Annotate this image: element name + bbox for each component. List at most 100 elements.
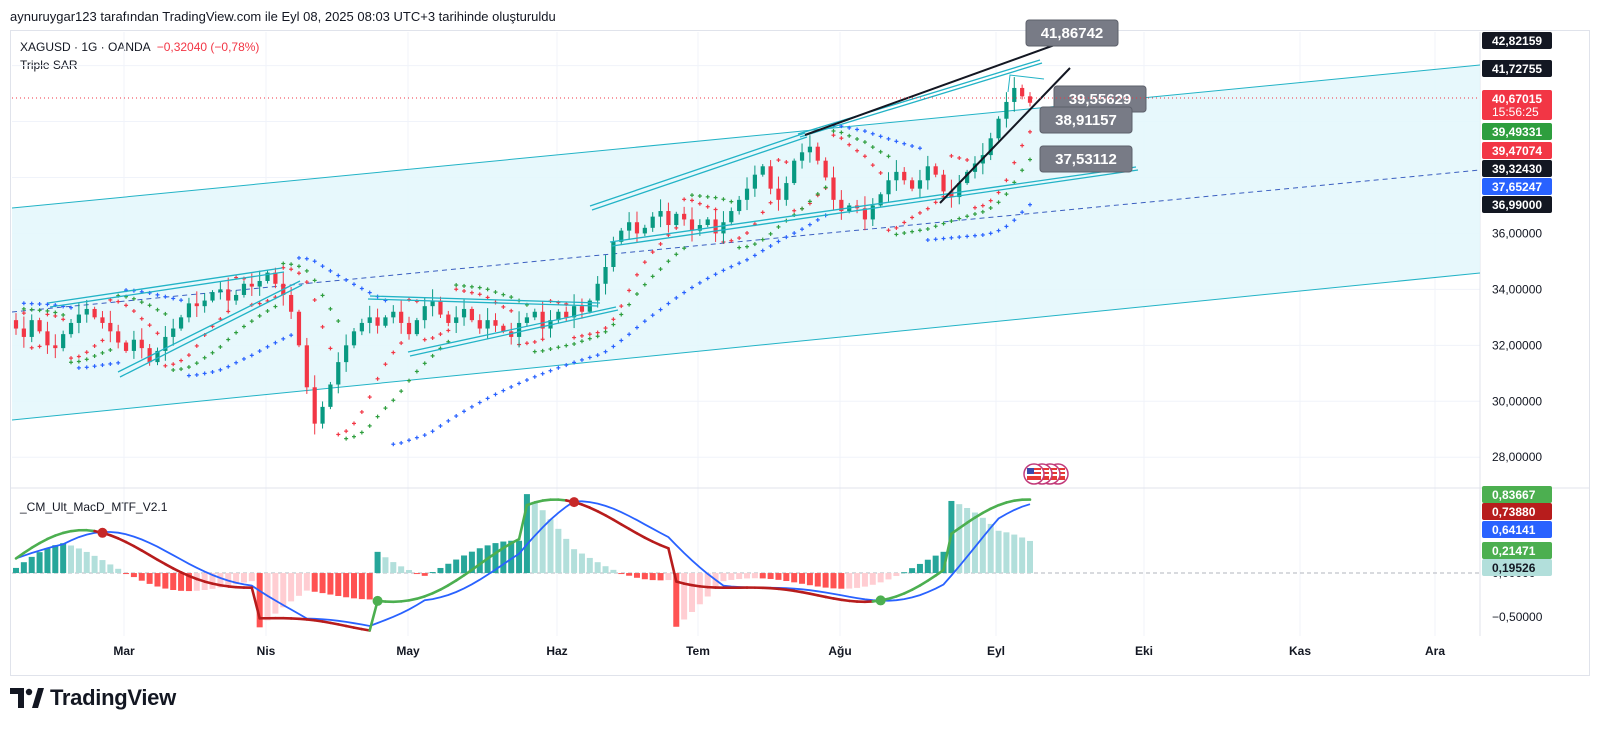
macd-price-tag[interactable]: 0,83667 [1482, 486, 1552, 503]
candle [21, 316, 26, 348]
candle-body [894, 171, 899, 181]
flag-stripe-white [1027, 474, 1041, 476]
macd-price-tag[interactable]: 0,21471 [1482, 542, 1552, 559]
sar-mid [925, 226, 930, 231]
price-tag-text: 39,49331 [1492, 125, 1542, 139]
tradingview-logo[interactable]: TradingView [10, 684, 176, 712]
candle-body [689, 219, 695, 231]
candle-body [257, 280, 262, 287]
macd-histogram-bar [909, 568, 916, 574]
sar-fast [917, 210, 922, 215]
macd-histogram-bar [932, 555, 939, 574]
sar-mid [226, 337, 231, 342]
candle [540, 301, 545, 339]
sar-slow [870, 131, 875, 136]
price-tick-label: 32,00000 [1492, 338, 1542, 352]
sar-slow [509, 384, 514, 389]
macd-line-segment [517, 503, 529, 541]
sar-mid [375, 414, 380, 419]
macd-line-segment [997, 501, 1008, 507]
sar-fast [320, 324, 325, 329]
candle [265, 269, 270, 284]
sar-slow [878, 134, 883, 139]
callout-label[interactable]: 41,86742 [1025, 19, 1119, 47]
candle-body [21, 328, 26, 337]
sar-slow [524, 378, 529, 383]
price-tag[interactable]: 36,99000 [1482, 196, 1552, 213]
sar-fast [76, 354, 81, 359]
macd-histogram-bar [123, 573, 130, 575]
macd-price-tag[interactable]: 0,64141 [1482, 521, 1552, 538]
macd-line-segment [926, 574, 937, 583]
macd-histogram-bar [916, 563, 923, 574]
candle [642, 224, 647, 237]
sar-fast [784, 160, 789, 165]
macd-histogram-bar [618, 573, 625, 575]
sar-mid [1028, 157, 1032, 162]
price-tag[interactable]: 39,47074 [1482, 142, 1552, 159]
candle [226, 277, 231, 312]
price-tag[interactable]: 37,65247 [1482, 178, 1552, 195]
candle [178, 314, 184, 331]
macd-line-segment [38, 537, 49, 545]
candle [241, 280, 247, 298]
sar-mid [603, 329, 608, 334]
candle [571, 294, 577, 329]
macd-price-tag[interactable]: 0,73880 [1482, 503, 1552, 520]
macd-histogram-bar [272, 573, 279, 614]
trendline [611, 169, 1139, 247]
price-tag-countdown: 15:56:25 [1492, 105, 1539, 119]
sar-fast [839, 136, 844, 141]
price-tag[interactable]: 39,32430 [1482, 160, 1552, 177]
macd-line-segment [777, 587, 788, 592]
price-tag[interactable]: 39,49331 [1482, 123, 1552, 140]
sar-fast [367, 395, 372, 400]
macd-line-segment [674, 580, 686, 585]
macd-line-segment [832, 597, 843, 602]
macd-histogram-bar [861, 573, 868, 587]
sar-mid [218, 344, 223, 349]
indicator-label-triple-sar[interactable]: Triple SAR [20, 58, 78, 72]
macd-histogram-bar [91, 555, 98, 574]
sar-mid [312, 278, 317, 283]
price-tick-label: 34,00000 [1492, 282, 1542, 296]
sar-fast [446, 328, 451, 333]
macd-histogram-bar [979, 517, 986, 574]
sar-fast [171, 362, 176, 367]
macd-histogram-bar [586, 557, 593, 574]
callout-label[interactable]: 39,55629 [1053, 85, 1147, 113]
sar-mid [171, 367, 176, 372]
sar-mid [855, 137, 860, 142]
indicator-label-macd[interactable]: _CM_Ult_MacD_MTF_V2.1 [20, 500, 168, 514]
sar-mid [752, 242, 757, 247]
candle-body [524, 317, 530, 323]
candle-body [705, 219, 710, 226]
sar-slow [603, 349, 608, 354]
trendline [799, 62, 1043, 138]
macd-line-segment [156, 558, 167, 566]
candle-body [422, 306, 427, 321]
price-tag[interactable]: 42,82159 [1482, 32, 1552, 49]
sar-mid [367, 423, 372, 428]
sar-slow [155, 292, 160, 297]
sar-fast [980, 203, 985, 208]
candle [391, 305, 396, 324]
macd-histogram-bar [877, 573, 884, 583]
price-tag[interactable]: 41,72755 [1482, 60, 1552, 77]
tradingview-logo-text: TradingView [50, 685, 176, 710]
macd-line-segment [698, 585, 710, 589]
macd-histogram-bar [130, 573, 137, 578]
us-flag-icon[interactable] [1023, 463, 1045, 485]
candle [273, 267, 278, 289]
candle [784, 176, 789, 206]
callout-label[interactable]: 38,91157 [1039, 106, 1133, 134]
macd-line-segment [116, 537, 128, 544]
callout-label[interactable]: 37,53112 [1039, 145, 1133, 173]
sar-mid [823, 185, 828, 190]
macd-price-tag[interactable]: 0,19526 [1482, 559, 1552, 576]
sar-mid [304, 268, 309, 273]
macd-line-segment [179, 571, 191, 578]
symbol-legend[interactable]: XAGUSD · 1G · OANDA −0,32040 (−0,78%) [20, 40, 259, 54]
